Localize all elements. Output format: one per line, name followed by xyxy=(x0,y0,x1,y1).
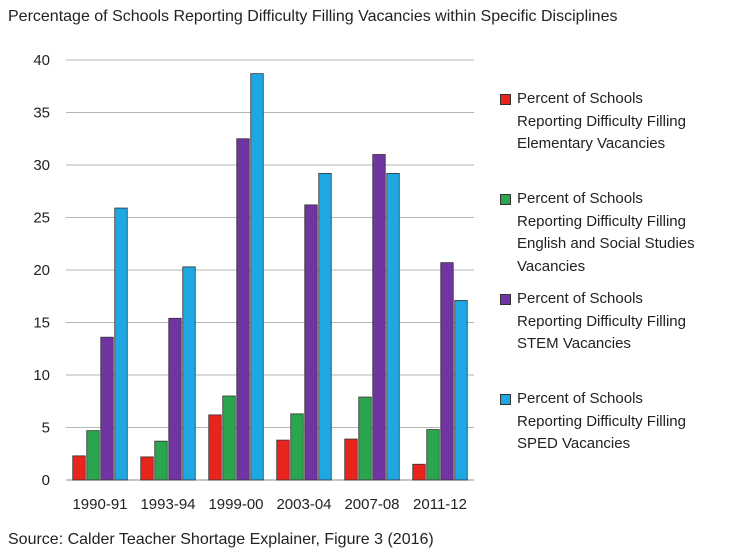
legend-label-line: Vacancies xyxy=(517,257,586,275)
bar xyxy=(100,336,114,481)
legend-swatch-sped xyxy=(500,394,511,405)
x-tick-label: 2003-04 xyxy=(276,496,331,513)
legend-label-english-social-studies: Percent of Schools Reporting Difficulty … xyxy=(517,188,695,278)
bar xyxy=(386,172,400,481)
y-tick-label: 40 xyxy=(33,52,50,69)
x-tick-label: 1993-94 xyxy=(140,496,195,513)
bar xyxy=(426,429,440,481)
x-tick-label: 2011-12 xyxy=(413,496,467,513)
bar xyxy=(154,440,168,481)
legend-label-sped: Percent of Schools Reporting Difficulty … xyxy=(517,388,686,456)
y-tick-label: 0 xyxy=(42,472,50,489)
bar xyxy=(318,172,332,481)
x-tick-label: 1990-91 xyxy=(72,496,127,513)
legend-swatch-stem xyxy=(500,294,511,305)
bar xyxy=(222,395,236,481)
legend-swatch-elementary xyxy=(500,94,511,105)
x-tick-label: 2007-08 xyxy=(344,496,399,513)
bar xyxy=(72,455,86,481)
bar xyxy=(304,204,318,481)
legend-label-line: Percent of Schools xyxy=(517,190,643,207)
chart-title: Percentage of Schools Reporting Difficul… xyxy=(8,8,618,25)
bar xyxy=(412,463,426,481)
chart-source: Source: Calder Teacher Shortage Explaine… xyxy=(8,531,434,548)
bar xyxy=(358,396,372,481)
legend-label-line: English and Social Studies xyxy=(517,235,695,252)
bar xyxy=(344,438,358,481)
bar xyxy=(236,138,250,481)
bar xyxy=(208,414,222,481)
bar xyxy=(114,207,128,481)
legend-label-line: Reporting Difficulty Filling xyxy=(517,212,686,230)
legend-label-line: Reporting Difficulty Filling xyxy=(517,412,686,430)
legend-label-line: STEM Vacancies xyxy=(517,335,631,352)
y-tick-label: 15 xyxy=(33,315,50,332)
legend-label-line: Percent of Schools xyxy=(517,90,643,107)
y-tick-label: 35 xyxy=(33,105,50,122)
bar xyxy=(290,413,304,481)
y-tick-label: 25 xyxy=(33,210,50,227)
bar xyxy=(250,73,264,481)
bar xyxy=(454,300,468,481)
legend-label-line: Percent of Schools xyxy=(517,290,643,307)
legend-label-stem: Percent of Schools Reporting Difficulty … xyxy=(517,288,686,356)
legend-label-elementary: Percent of Schools Reporting Difficulty … xyxy=(517,88,686,156)
legend-label-line: Elementary Vacancies xyxy=(517,135,666,152)
legend-label-line: Reporting Difficulty Filling xyxy=(517,112,686,130)
legend-label-line: Percent of Schools xyxy=(517,390,643,407)
bar xyxy=(372,154,386,481)
bar xyxy=(86,430,100,481)
legend-label-line: Reporting Difficulty Filling xyxy=(517,312,686,330)
x-tick-label: 1999-00 xyxy=(208,496,263,513)
y-tick-label: 30 xyxy=(33,157,50,174)
bar xyxy=(182,266,196,481)
y-tick-label: 10 xyxy=(33,367,50,384)
y-tick-label: 5 xyxy=(42,420,50,437)
bar xyxy=(140,456,154,481)
legend-swatch-english-social-studies xyxy=(500,194,511,205)
bar xyxy=(440,262,454,481)
legend-label-line: SPED Vacancies xyxy=(517,435,631,452)
y-tick-label: 20 xyxy=(33,262,50,279)
bar xyxy=(276,439,290,481)
bar xyxy=(168,317,182,481)
